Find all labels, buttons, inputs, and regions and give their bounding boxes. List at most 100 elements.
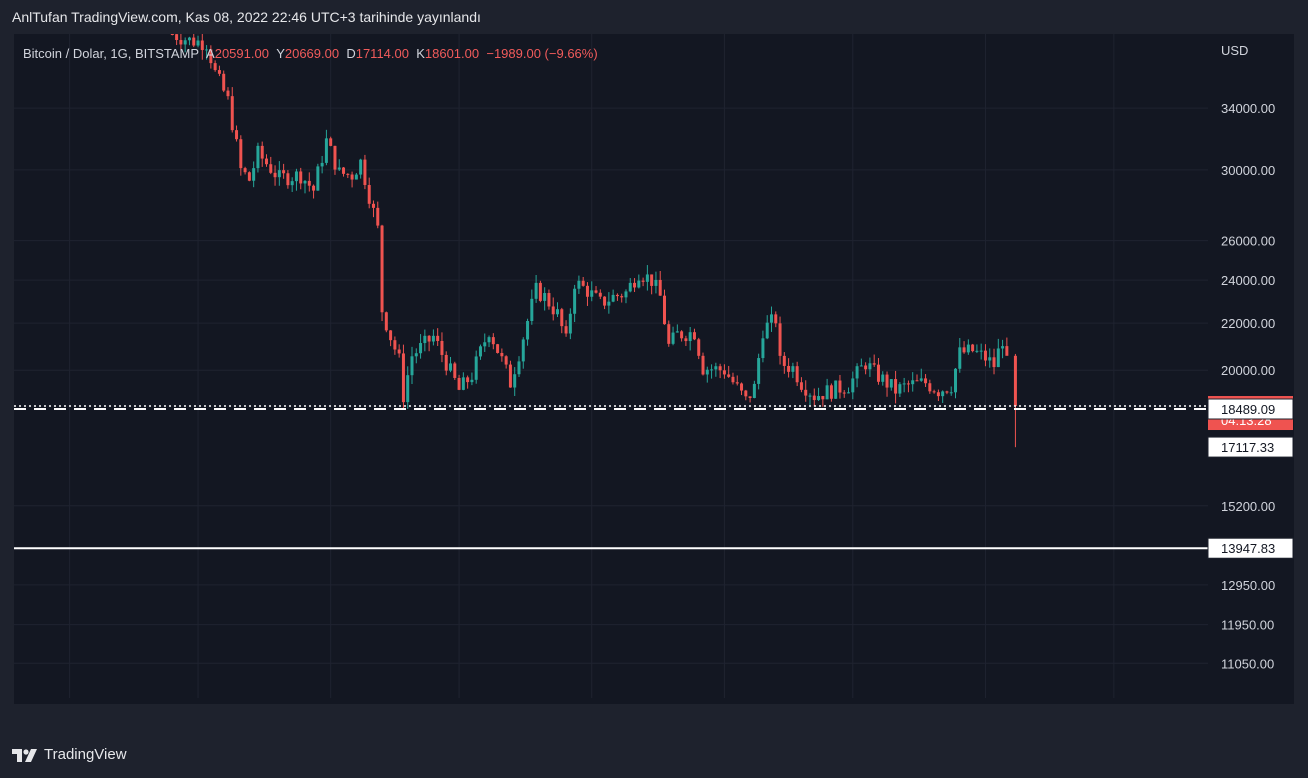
candle-body — [264, 158, 268, 165]
candle-body — [466, 377, 470, 383]
candle-body — [252, 168, 256, 181]
candle-body — [607, 301, 611, 306]
level-label: 13947.83 — [1221, 541, 1275, 556]
candle-body — [859, 365, 863, 367]
candle-body — [230, 96, 234, 131]
price-chart[interactable]: 18601.0004:13:2818489.0917117.3313947.83… — [14, 34, 1294, 704]
candle-body — [658, 279, 662, 296]
candle-body — [526, 321, 530, 340]
candle-body — [594, 290, 598, 293]
candle-body — [504, 356, 508, 365]
y-tick-label: 30000.00 — [1221, 163, 1275, 178]
candle-body — [440, 340, 444, 355]
candle-body — [312, 185, 316, 191]
candle-body — [573, 288, 577, 314]
candle-body — [885, 374, 889, 388]
candle-body — [414, 353, 418, 357]
candle-body — [406, 375, 410, 403]
candle-body — [333, 145, 337, 170]
candle-body — [478, 346, 482, 357]
candle-body — [401, 353, 405, 403]
candle-body — [911, 380, 915, 385]
candle-body — [718, 366, 722, 371]
candle-body — [838, 380, 842, 393]
candle-body — [269, 164, 273, 173]
candle-body — [868, 363, 872, 370]
candle-body — [795, 366, 799, 383]
y-tick-label: 24000.00 — [1221, 273, 1275, 288]
y-tick-label: 22000.00 — [1221, 316, 1275, 331]
level-label: 17117.33 — [1221, 440, 1274, 455]
brand-footer[interactable]: TradingView — [12, 746, 127, 763]
candle-body — [367, 185, 371, 204]
candle-body — [380, 225, 384, 313]
candle-body — [371, 203, 375, 208]
level-tag — [1207, 436, 1294, 458]
candle-body — [324, 138, 328, 163]
level-tag — [1207, 537, 1294, 559]
candle-body — [359, 159, 363, 175]
candle-body — [603, 296, 607, 306]
candle-body — [654, 279, 658, 286]
candle-body — [170, 34, 174, 35]
candle-body — [585, 285, 589, 297]
candle-body — [675, 331, 679, 333]
candle-body — [825, 385, 829, 400]
candle-body — [928, 383, 932, 392]
candle-body — [697, 339, 701, 356]
candle-body — [847, 392, 851, 394]
candle-body — [393, 340, 397, 350]
candle-body — [419, 343, 423, 354]
candle-body — [491, 337, 495, 345]
tradingview-logo-icon — [12, 748, 37, 762]
candle-body — [894, 379, 898, 394]
chart-area[interactable]: 18601.0004:13:2818489.0917117.3313947.83… — [14, 34, 1294, 704]
y-tick-label: 26000.00 — [1221, 234, 1275, 249]
candle-body — [1005, 346, 1009, 356]
candle-body — [461, 377, 465, 390]
candle-body — [645, 274, 649, 282]
low-value: 17114.00 — [355, 46, 409, 61]
candle-body — [932, 391, 936, 393]
symbol-legend: Bitcoin / Dolar, 1G, BITSTAMP A20591.00 … — [23, 46, 598, 61]
candle-body — [436, 335, 440, 341]
candle-body — [975, 350, 979, 352]
candle-body — [342, 167, 346, 174]
candle-body — [705, 369, 709, 375]
candle-body — [804, 389, 808, 396]
candle-body — [620, 296, 624, 298]
candle-body — [966, 344, 970, 353]
candle-body — [389, 330, 393, 341]
candle-body — [710, 369, 714, 371]
candle-body — [769, 314, 773, 323]
candle-body — [628, 282, 632, 292]
candle-body — [560, 309, 564, 327]
candle-body — [183, 40, 187, 45]
open-label: A — [206, 46, 215, 61]
candle-body — [354, 174, 358, 180]
candle-body — [598, 292, 602, 297]
candle-body — [517, 361, 521, 375]
candle-body — [273, 172, 277, 178]
candle-body — [487, 337, 491, 343]
candle-body — [192, 37, 196, 46]
candle-body — [949, 392, 953, 394]
candle-body — [247, 172, 251, 181]
candle-body — [277, 170, 281, 178]
high-value: 20669.00 — [284, 46, 340, 61]
candle-body — [936, 392, 940, 397]
candle-body — [812, 395, 816, 401]
candle-body — [299, 171, 303, 184]
candles — [170, 34, 1017, 448]
candle-body — [483, 342, 487, 347]
candle-body — [876, 364, 880, 382]
candle-body — [962, 347, 966, 353]
candle-body — [551, 306, 555, 315]
low-label: D — [346, 46, 356, 61]
candle-body — [855, 366, 859, 379]
candle-body — [735, 382, 739, 384]
candle-body — [787, 365, 791, 372]
candle-body — [508, 364, 512, 388]
candle-body — [187, 37, 191, 41]
candle-body — [924, 378, 928, 384]
